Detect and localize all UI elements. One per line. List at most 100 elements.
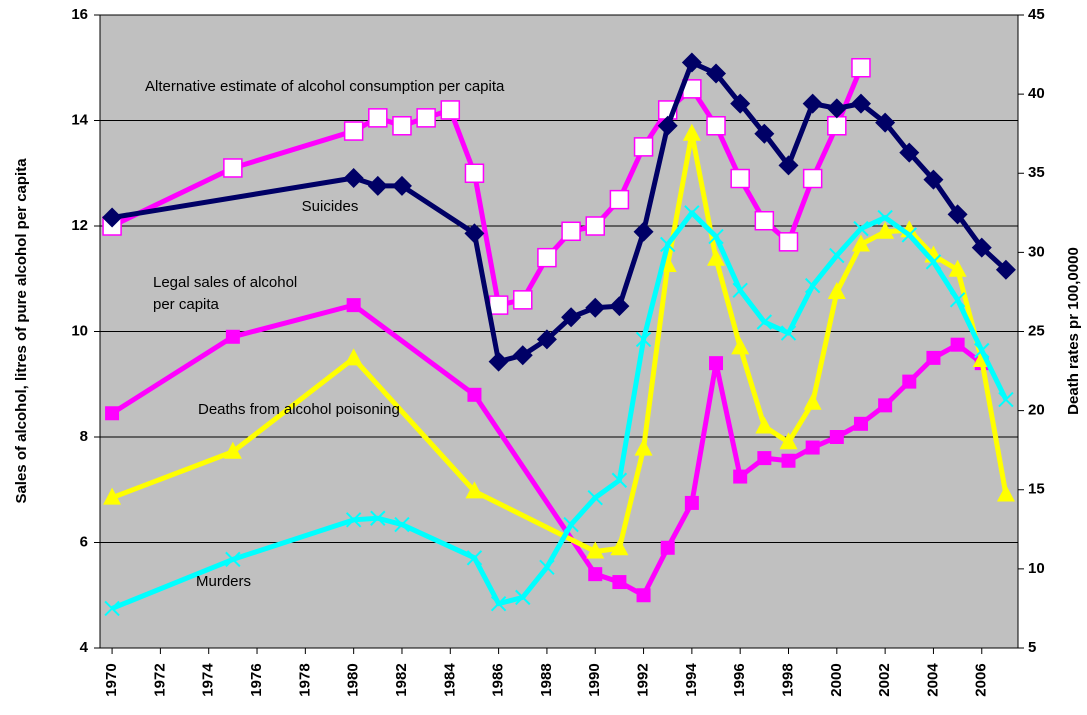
marker [781,453,796,468]
marker [850,93,871,114]
marker [878,398,893,413]
marker [681,52,702,73]
marker [923,169,944,190]
y2-tick-label: 30 [1028,243,1045,260]
marker [950,337,965,352]
marker [805,440,820,455]
marker [488,295,509,315]
marker [367,175,388,196]
marker [829,247,845,264]
marker [345,512,362,528]
marker [488,351,509,372]
marker [971,237,992,258]
marker [707,248,726,266]
marker [754,123,775,144]
marker [947,204,968,225]
marker [102,207,123,228]
marker [465,481,484,499]
x-tick-label: 1984 [441,663,458,697]
series-line [111,131,1009,554]
y-tick-label: 10 [71,322,88,339]
marker [829,430,844,444]
marker [730,93,751,114]
series-label: Alternative estimate of alcohol consumpt… [145,78,505,95]
marker [754,210,775,231]
x-tick-label: 2000 [828,663,845,696]
y-tick-label: 8 [80,428,88,445]
y2-tick-label: 45 [1028,6,1045,23]
marker [225,329,240,344]
marker [732,282,748,299]
marker [803,392,822,410]
marker [585,216,605,236]
marker [733,469,748,484]
marker [223,158,243,178]
marker [636,588,651,603]
marker [876,221,895,239]
marker [706,116,726,136]
y-tick-label: 4 [80,639,89,656]
y-tick-label: 12 [71,217,88,234]
marker [633,221,654,242]
marker [466,550,483,566]
marker [635,331,652,348]
marker [343,167,364,188]
x-tick-label: 2002 [876,663,893,696]
marker [561,221,581,242]
marker [609,296,630,317]
y-tick-label: 16 [71,6,88,23]
marker [416,108,436,128]
marker [561,307,582,328]
series-label: Legal sales of alcohol per capita [153,274,297,313]
marker [948,259,967,277]
marker [682,123,701,141]
marker [706,63,727,84]
y2-tick-label: 40 [1028,85,1045,102]
marker [440,100,461,120]
marker [902,374,917,389]
marker [730,168,750,189]
marker [104,600,120,617]
marker [611,472,628,488]
marker [660,540,675,555]
series-label: Deaths from alcohol poisoning [198,401,400,418]
marker [853,220,869,237]
marker [974,342,990,359]
marker [827,116,847,136]
series-label: Suicides [302,198,359,215]
y2-tick-label: 25 [1028,322,1045,339]
marker [949,292,966,308]
x-tick-label: 1994 [683,663,700,697]
x-tick-label: 2004 [924,663,941,697]
marker [995,259,1016,280]
marker [684,205,700,221]
marker [610,538,629,556]
marker [587,489,603,506]
marker [563,516,579,533]
y2-tick-label: 15 [1028,481,1045,498]
marker [585,297,606,318]
x-tick-label: 1988 [538,663,555,696]
marker [586,541,605,559]
marker [899,142,920,163]
marker [343,121,364,141]
marker [346,298,361,313]
series-label: Murders [196,573,251,590]
marker [926,350,941,365]
x-tick-label: 1992 [635,663,652,696]
marker [826,98,847,119]
x-tick-label: 1998 [779,663,796,696]
x-tick-label: 1976 [248,663,265,696]
marker [634,438,653,456]
x-tick-label: 1970 [103,663,120,696]
marker [588,567,603,582]
marker [464,163,485,183]
marker [802,168,823,189]
marker [537,247,557,268]
marker [660,236,676,253]
x-tick-label: 1978 [296,663,313,696]
marker [998,391,1014,408]
marker [996,484,1015,502]
marker [851,234,870,252]
